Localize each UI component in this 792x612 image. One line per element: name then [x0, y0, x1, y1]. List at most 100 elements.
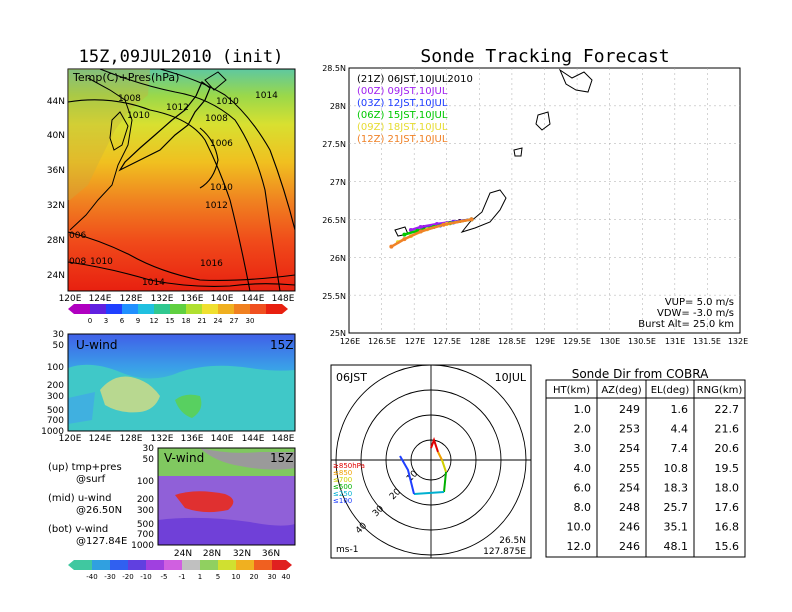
note-line: @127.84E [76, 536, 127, 547]
table-body: HT(km) AZ(deg) EL(deg) RNG(km) 1.0 249 1.6 22.7… [553, 385, 742, 553]
polar-date: 10JUL [495, 371, 527, 384]
table-title: Sonde Dir from COBRA [572, 367, 709, 381]
v-wind-gray [200, 448, 295, 470]
cobra-table: Sonde Dir from COBRA HT(km) AZ(deg) EL(deg… [545, 367, 746, 558]
table-cell: 19.5 [715, 462, 740, 475]
table-header-cell: HT(km) [553, 385, 590, 396]
isobar-label: 1010 [210, 183, 233, 193]
v-wind-red [175, 491, 234, 513]
table-cell: 6.0 [574, 481, 592, 494]
isobars [67, 68, 296, 292]
track-lon-tick: 128.5E [498, 337, 526, 346]
table-cell: 10.8 [664, 462, 689, 475]
legend-line: (03Z) 12JST,10JUL [357, 98, 448, 109]
u-y-tick: 50 [53, 341, 65, 351]
u-wind-panel: U-wind 15Z 30 50 100 200 300 500 700 100… [41, 330, 296, 444]
colorbar-tick: 0 [88, 317, 92, 325]
track-point [469, 217, 474, 222]
v-y-tick: 1000 [131, 541, 154, 551]
u-panel-frame [67, 333, 296, 432]
wind-colorbar-tick: 30 [268, 573, 277, 581]
amami-island [558, 68, 593, 93]
v-wind-lower [158, 517, 295, 545]
table-cell: 254 [619, 481, 640, 494]
map-panel-label: Temp(C)+Pres(hPa) [72, 71, 179, 84]
legend-line: (00Z) 09JST,10JUL [357, 86, 448, 97]
table-cell: 1.6 [671, 403, 689, 416]
wind-colorbar-tick: 10 [232, 573, 241, 581]
isobar-label: 1008 [205, 114, 228, 124]
wind-colorbar-tick: -1 [179, 573, 186, 581]
table-cell: 254 [619, 442, 640, 455]
u-y-tick: 1000 [41, 427, 64, 437]
isobar-label: 1010 [127, 111, 150, 121]
table-cell: 8.0 [574, 501, 592, 514]
table-cell: 12.0 [567, 540, 592, 553]
colorbar-tick: 18 [182, 317, 191, 325]
u-x-tick: 124E [89, 434, 112, 444]
isobar-label: 1014 [255, 91, 278, 101]
table-cell: 255 [619, 462, 640, 475]
note-line: @surf [76, 474, 106, 485]
colorbar-tick: 12 [150, 317, 159, 325]
hodo-segment [443, 471, 447, 493]
track-lat-tick: 25.5N [322, 292, 346, 301]
level-label: ≤500 [333, 483, 352, 491]
table-cell: 15.6 [715, 540, 740, 553]
table-cell: 246 [619, 521, 640, 534]
colorbar-tick: 9 [136, 317, 140, 325]
colorbar-tick: 6 [120, 317, 125, 325]
track-point [402, 237, 407, 242]
legend-line: (21Z) 06JST,10JUL2010 [357, 74, 473, 85]
isobar-label: 008 [69, 257, 86, 267]
table-cell: 20.6 [715, 442, 740, 455]
level-label: ≤850 [333, 469, 352, 477]
isobar-label: 1012 [166, 103, 189, 113]
isobar-label: 1010 [90, 257, 113, 267]
track-point [408, 228, 413, 233]
level-label: ≥850hPa [333, 462, 365, 470]
track-lat-tick: 26.5N [322, 216, 346, 225]
level-label: ≤700 [333, 476, 352, 484]
colorbar-tick: 30 [246, 317, 255, 325]
wind-colorbar-tick: 20 [250, 573, 259, 581]
track-point [402, 232, 407, 237]
track-lon-tick: 130.5E [628, 337, 656, 346]
wind-colorbar-tick: -5 [161, 573, 168, 581]
isobar-label: 1008 [118, 94, 141, 104]
track-lon-tick: 131.5E [693, 337, 721, 346]
right-title: Sonde Tracking Forecast [420, 46, 669, 67]
param-line: VDW= -3.0 m/s [657, 308, 734, 319]
u-wind-core [175, 394, 202, 418]
u-panel-label: U-wind [76, 338, 117, 352]
colorbar-tick: 15 [166, 317, 175, 325]
ring-labels: 10 20 30 40 [354, 469, 420, 536]
hodo-segment [441, 459, 447, 473]
isobar-label: 1012 [205, 201, 228, 211]
lon-tick: 124E [89, 294, 112, 304]
v-x-tick: 32N [233, 549, 251, 559]
v-y-tick: 700 [137, 530, 154, 540]
isobar-label: 006 [69, 231, 86, 241]
u-x-tick: 140E [211, 434, 234, 444]
wind-colorbar-tick: 1 [198, 573, 202, 581]
track-lon-tick: 129.5E [563, 337, 591, 346]
track-point [418, 229, 423, 234]
lon-tick: 120E [59, 294, 82, 304]
hodograph [399, 437, 447, 495]
param-line: Burst Alt= 25.0 km [638, 319, 734, 330]
polar-time: 06JST [336, 371, 367, 384]
v-x-tick: 28N [203, 549, 221, 559]
tokunoshima-island [535, 111, 551, 131]
table-cell: 48.1 [664, 540, 689, 553]
wind-colorbar-tick: 5 [216, 573, 220, 581]
lat-tick: 24N [47, 271, 65, 281]
lat-tick: 28N [47, 236, 65, 246]
left-title: 15Z,09JUL2010 (init) [79, 47, 284, 67]
table-cell: 10.0 [567, 521, 592, 534]
track-lat-tick: 26N [330, 254, 346, 263]
lat-tick: 32N [47, 201, 65, 211]
table-cell: 25.7 [664, 501, 689, 514]
map-frame [67, 68, 296, 292]
